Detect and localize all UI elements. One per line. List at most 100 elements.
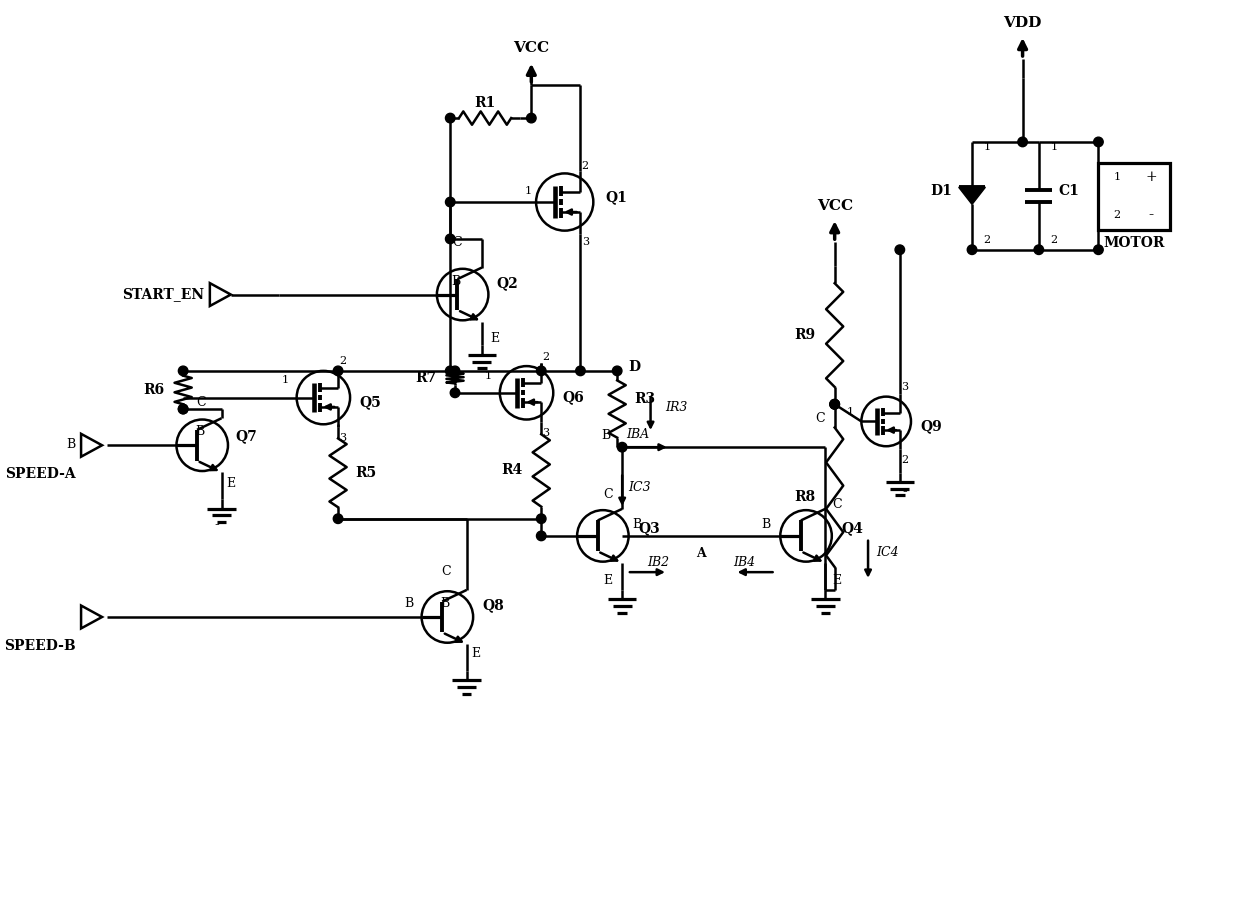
- Text: IB4: IB4: [733, 556, 755, 569]
- Text: -: -: [1148, 209, 1154, 222]
- Circle shape: [967, 245, 977, 255]
- Circle shape: [537, 366, 546, 375]
- Text: Q1: Q1: [605, 190, 627, 204]
- Text: E: E: [490, 332, 498, 346]
- Text: 1: 1: [485, 371, 492, 381]
- Circle shape: [613, 366, 622, 375]
- Text: R8: R8: [795, 491, 816, 504]
- Text: VCC: VCC: [513, 42, 549, 55]
- Circle shape: [575, 366, 585, 375]
- Text: A: A: [697, 547, 706, 560]
- Text: IB2: IB2: [647, 556, 670, 569]
- Circle shape: [1094, 137, 1104, 147]
- Text: R6: R6: [143, 383, 164, 397]
- Text: -: -: [903, 484, 906, 499]
- Text: R3: R3: [635, 393, 656, 406]
- Circle shape: [537, 532, 546, 541]
- Text: C1: C1: [1058, 184, 1079, 198]
- Text: R7: R7: [415, 371, 436, 385]
- Text: R4: R4: [501, 463, 522, 477]
- Circle shape: [830, 399, 839, 409]
- Text: C: C: [441, 565, 451, 578]
- Text: R1: R1: [475, 96, 496, 110]
- Circle shape: [1094, 245, 1104, 255]
- Text: Q8: Q8: [482, 599, 505, 612]
- Text: B: B: [601, 429, 610, 443]
- Text: Q6: Q6: [563, 391, 584, 405]
- Text: B: B: [451, 275, 460, 288]
- Polygon shape: [959, 187, 986, 204]
- Text: B: B: [66, 438, 76, 451]
- Circle shape: [334, 514, 342, 523]
- Text: 3: 3: [542, 428, 549, 438]
- Text: 3: 3: [340, 433, 346, 443]
- Text: C: C: [816, 412, 825, 425]
- Text: 2: 2: [582, 161, 589, 171]
- Circle shape: [618, 443, 627, 452]
- Text: 1: 1: [281, 375, 289, 385]
- Text: Q2: Q2: [496, 276, 518, 290]
- Circle shape: [450, 388, 460, 397]
- Circle shape: [1034, 245, 1044, 255]
- Text: E: E: [471, 647, 481, 659]
- Text: 1: 1: [1114, 172, 1121, 182]
- Text: Q7: Q7: [236, 429, 258, 443]
- Text: Q9: Q9: [920, 419, 942, 434]
- Text: E: E: [604, 573, 613, 587]
- Circle shape: [179, 405, 188, 414]
- Text: IC3: IC3: [627, 482, 651, 494]
- Circle shape: [1018, 137, 1028, 147]
- Text: 3: 3: [582, 237, 589, 247]
- Text: D: D: [629, 360, 641, 374]
- Circle shape: [445, 197, 455, 207]
- Text: -: -: [215, 518, 219, 532]
- Circle shape: [537, 514, 546, 523]
- Text: 2: 2: [1050, 235, 1058, 245]
- Text: B: B: [195, 425, 205, 438]
- Circle shape: [445, 366, 455, 375]
- Circle shape: [179, 405, 188, 414]
- Text: E: E: [832, 573, 842, 587]
- Text: 2: 2: [542, 352, 549, 362]
- Text: 2: 2: [983, 235, 991, 245]
- Circle shape: [895, 245, 905, 255]
- Circle shape: [445, 113, 455, 122]
- Text: C: C: [196, 395, 206, 409]
- Circle shape: [445, 234, 455, 244]
- Text: C: C: [832, 498, 842, 511]
- Text: D1: D1: [930, 184, 952, 198]
- Text: R5: R5: [355, 466, 377, 480]
- Text: Q3: Q3: [639, 522, 660, 535]
- Text: 2: 2: [901, 454, 908, 464]
- Circle shape: [334, 366, 342, 375]
- Text: C: C: [603, 488, 613, 501]
- Text: B: B: [440, 597, 449, 610]
- Text: SPEED-A: SPEED-A: [5, 467, 76, 481]
- Text: Q4: Q4: [842, 522, 863, 535]
- Circle shape: [527, 113, 536, 122]
- Text: 1: 1: [1050, 141, 1058, 151]
- Text: Q5: Q5: [360, 395, 382, 409]
- Text: B: B: [761, 518, 770, 531]
- Text: 1: 1: [983, 141, 991, 151]
- Text: 1: 1: [525, 186, 531, 196]
- Circle shape: [830, 399, 839, 409]
- Text: IBA: IBA: [626, 428, 650, 442]
- Text: START_EN: START_EN: [122, 288, 205, 301]
- Text: MOTOR: MOTOR: [1104, 236, 1164, 250]
- Text: C: C: [453, 236, 463, 249]
- Circle shape: [830, 399, 839, 409]
- Text: IC4: IC4: [875, 546, 899, 559]
- Text: 3: 3: [901, 382, 908, 392]
- Text: +: +: [1146, 171, 1157, 184]
- Text: VCC: VCC: [817, 199, 853, 213]
- Text: B: B: [404, 597, 413, 610]
- Text: 2: 2: [1114, 210, 1121, 220]
- Text: VDD: VDD: [1003, 15, 1042, 30]
- Text: E: E: [227, 477, 236, 490]
- Text: 2: 2: [340, 356, 346, 366]
- Text: 1: 1: [847, 407, 854, 417]
- Text: SPEED-B: SPEED-B: [4, 639, 76, 653]
- Text: IR3: IR3: [665, 401, 687, 414]
- Circle shape: [179, 366, 188, 375]
